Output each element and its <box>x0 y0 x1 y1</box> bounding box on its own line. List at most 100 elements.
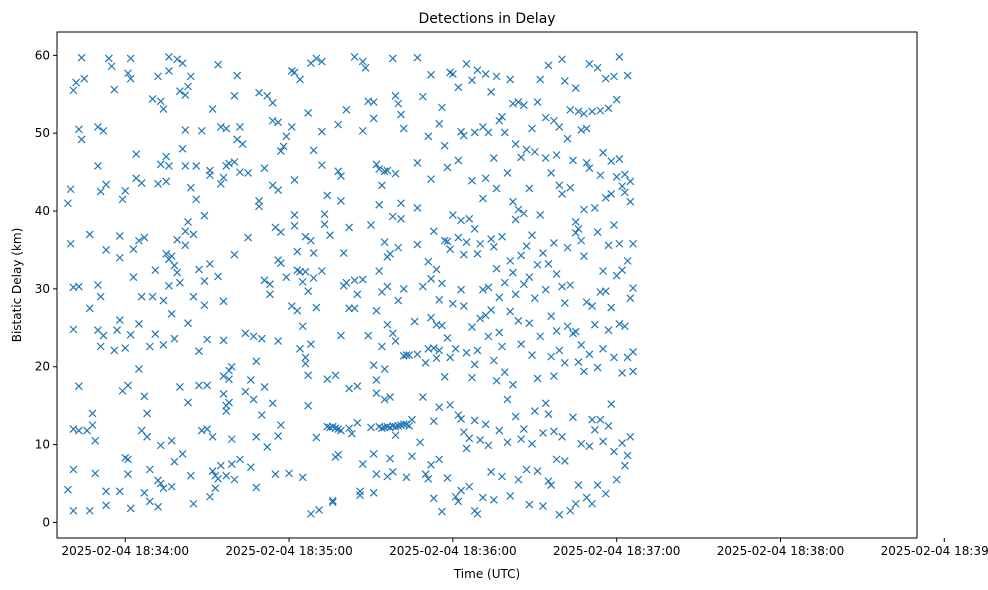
data-point <box>418 282 427 291</box>
data-point <box>454 233 463 242</box>
data-point <box>358 57 367 66</box>
data-point <box>181 126 190 135</box>
data-point <box>156 479 165 488</box>
data-point <box>235 455 244 464</box>
data-point <box>306 340 315 349</box>
data-point <box>257 334 266 343</box>
data-point <box>377 424 386 433</box>
x-tick-label: 2025-02-04 18:35:00 <box>225 544 352 558</box>
data-point <box>519 425 528 433</box>
data-point <box>353 418 362 427</box>
data-point <box>593 481 602 489</box>
data-point <box>427 70 435 79</box>
data-point <box>462 444 471 453</box>
data-point <box>552 327 561 335</box>
data-point <box>599 148 607 157</box>
data-point <box>577 126 586 135</box>
data-point <box>547 352 556 361</box>
data-point <box>331 424 340 433</box>
data-point <box>448 211 457 219</box>
data-point <box>571 84 580 92</box>
data-point <box>91 436 100 445</box>
data-point <box>519 280 528 289</box>
data-point <box>162 177 171 186</box>
data-point <box>225 159 233 168</box>
data-point <box>290 68 299 77</box>
data-point <box>498 472 506 481</box>
data-point <box>367 423 375 432</box>
data-point <box>454 156 463 165</box>
data-point <box>372 376 381 384</box>
data-point <box>566 183 575 192</box>
data-point <box>266 280 274 289</box>
data-point <box>588 302 597 310</box>
data-point <box>216 179 225 188</box>
data-point <box>350 304 359 313</box>
data-point <box>459 250 468 259</box>
data-point <box>574 225 583 233</box>
data-point <box>320 220 329 229</box>
data-point <box>462 59 471 68</box>
data-point <box>588 415 597 424</box>
data-point <box>525 319 534 328</box>
data-point <box>547 312 556 321</box>
data-point <box>369 361 378 370</box>
data-point <box>175 278 184 287</box>
data-point <box>612 172 621 181</box>
data-point <box>424 132 433 141</box>
data-point <box>544 61 553 70</box>
y-axis: 0 10 20 30 40 50 60 <box>35 48 57 529</box>
data-point <box>558 282 567 291</box>
data-point <box>298 322 307 331</box>
data-point <box>574 481 583 489</box>
data-point <box>173 268 182 277</box>
data-point <box>249 332 258 341</box>
data-point <box>230 158 239 166</box>
data-point <box>500 368 509 377</box>
data-point <box>156 441 165 450</box>
data-point <box>74 125 83 134</box>
data-point <box>509 268 517 277</box>
data-point <box>361 63 370 72</box>
data-point <box>77 53 86 62</box>
data-point <box>533 260 542 269</box>
data-point <box>337 426 345 435</box>
data-point <box>626 432 635 441</box>
data-point <box>612 475 621 484</box>
data-point <box>372 306 381 315</box>
data-point <box>96 292 105 301</box>
data-point <box>151 330 160 338</box>
data-point <box>478 285 487 294</box>
data-point <box>334 120 343 129</box>
data-point <box>227 362 236 371</box>
data-point <box>541 285 550 294</box>
data-point <box>506 75 515 84</box>
data-point <box>167 436 176 445</box>
data-point <box>457 285 465 294</box>
data-point <box>175 383 184 391</box>
data-point <box>468 176 476 185</box>
data-point <box>192 161 201 170</box>
data-point <box>590 320 599 329</box>
data-point <box>134 236 143 245</box>
data-point <box>563 243 572 252</box>
data-point <box>579 252 588 261</box>
data-point <box>506 492 515 500</box>
data-point <box>222 471 231 480</box>
data-point <box>601 489 610 498</box>
data-point <box>610 221 618 229</box>
data-point <box>211 484 220 493</box>
data-point <box>388 329 397 338</box>
data-point <box>337 331 345 340</box>
data-point <box>563 134 572 143</box>
y-tick-label: 30 <box>35 282 50 296</box>
data-point <box>506 256 515 265</box>
data-point <box>107 62 116 71</box>
data-point <box>539 502 547 511</box>
data-point <box>599 267 607 275</box>
data-point <box>459 302 468 310</box>
data-point <box>547 168 556 177</box>
data-point <box>260 164 269 173</box>
data-point <box>358 126 367 135</box>
data-point <box>200 211 209 220</box>
